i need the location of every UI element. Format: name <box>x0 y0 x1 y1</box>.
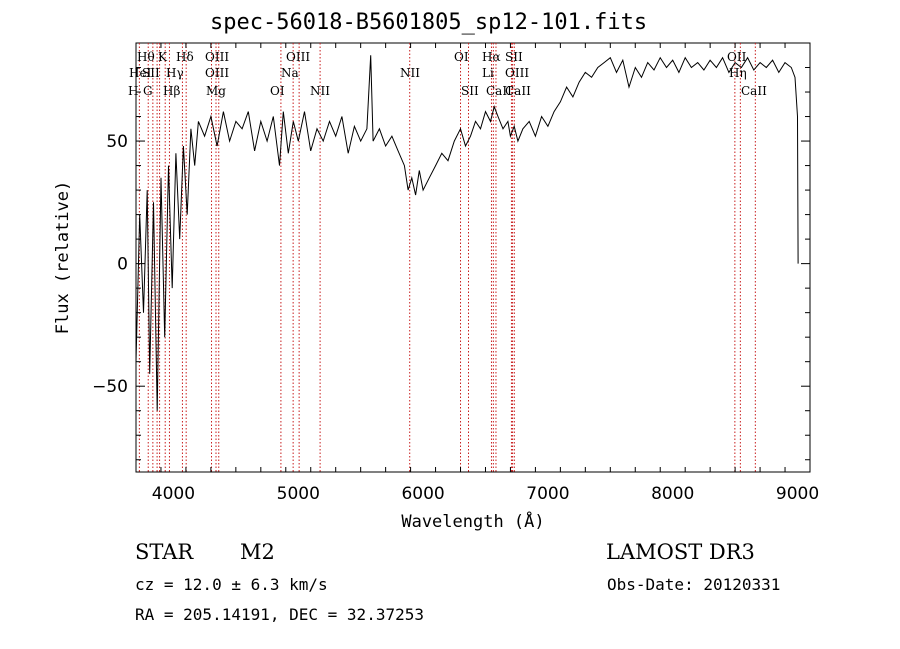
x-tick-label: 4000 <box>152 484 195 504</box>
line-label: Hγ <box>166 66 184 80</box>
line-label: OI <box>270 84 285 98</box>
line-label: OI <box>454 50 469 64</box>
spectrum-line <box>135 55 799 411</box>
class-label: STAR <box>135 540 194 564</box>
plot-frame <box>135 42 811 473</box>
line-label: Hα <box>482 50 501 64</box>
y-tick-label: −50 <box>92 377 128 397</box>
survey-label: LAMOST DR3 <box>606 540 755 564</box>
coordinates: RA = 205.14191, DEC = 32.37253 <box>135 605 424 624</box>
x-tick-label: 6000 <box>401 484 444 504</box>
line-label: Hη <box>729 66 747 80</box>
line-label: Hδ <box>176 50 194 64</box>
line-label: Li <box>482 66 494 80</box>
chart-title: spec-56018-B5601805_sp12-101.fits <box>210 10 648 35</box>
subclass-label: M2 <box>240 540 275 564</box>
line-label: SII <box>142 66 160 80</box>
line-label: SII <box>461 84 479 98</box>
line-label: OIII <box>205 66 229 80</box>
line-label: Mg <box>206 84 226 98</box>
x-tick-label: 5000 <box>277 484 320 504</box>
redshift-readout: cz = 12.0 ± 6.3 km/s <box>135 575 328 594</box>
x-axis-label: Wavelength (Å) <box>401 510 544 532</box>
line-label: OII <box>727 50 747 64</box>
line-label: Hθ <box>137 50 155 64</box>
line-label: K <box>158 50 168 64</box>
line-label: NII <box>400 66 420 80</box>
y-axis-label: Flux (relative) <box>53 181 73 335</box>
line-label: Hβ <box>163 84 180 98</box>
y-tick-label: 50 <box>106 132 128 152</box>
line-label: OIII <box>505 66 529 80</box>
obs-date: Obs-Date: 20120331 <box>607 575 781 594</box>
line-label: HeI <box>129 66 152 80</box>
line-label: SII <box>505 50 523 64</box>
x-tick-label: 9000 <box>776 484 819 504</box>
line-label: CaII <box>741 84 767 98</box>
x-tick-label: 7000 <box>526 484 569 504</box>
line-label: CaII <box>505 84 531 98</box>
y-tick-label: 0 <box>117 255 128 275</box>
line-label: CaII <box>486 84 512 98</box>
line-label: OIII <box>205 50 229 64</box>
line-label: OIII <box>286 50 310 64</box>
x-tick-label: 8000 <box>651 484 694 504</box>
line-label: NII <box>310 84 330 98</box>
line-label: G <box>143 84 153 98</box>
line-label: Na <box>281 66 299 80</box>
line-label: H <box>128 84 138 98</box>
